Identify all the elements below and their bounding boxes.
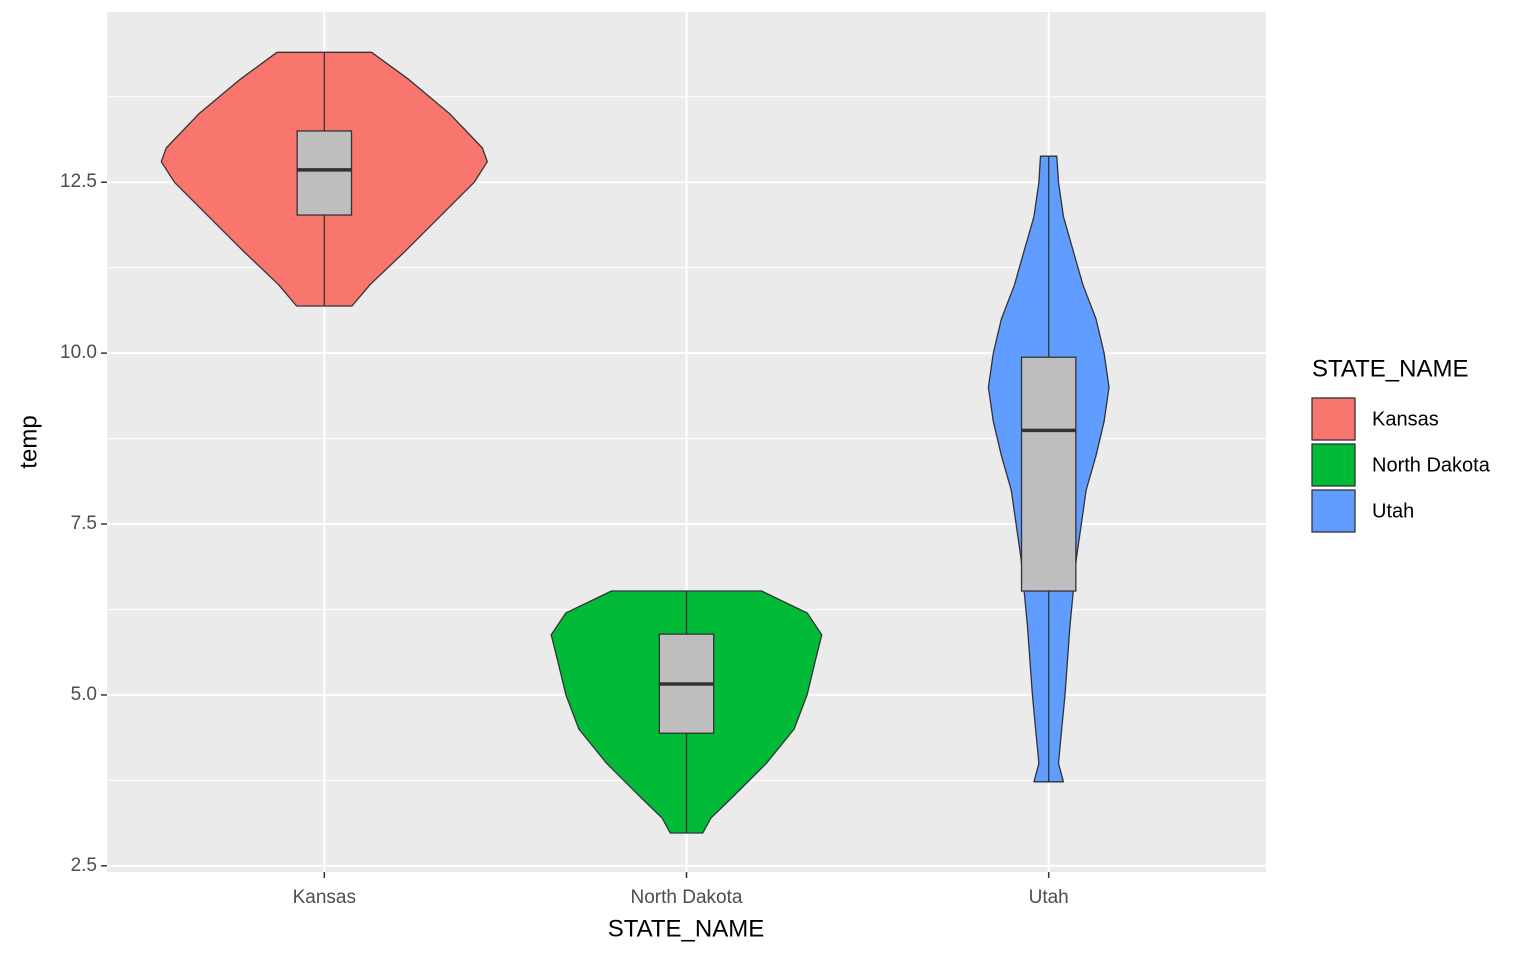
x-tick-label: Kansas [293,887,356,908]
x-tick-label: North Dakota [631,887,743,908]
y-tick-label: 2.5 [71,855,97,876]
x-axis-title: STATE_NAME [608,915,764,942]
legend-label: North Dakota [1372,454,1491,476]
legend-key [1311,489,1356,533]
legend-label: Kansas [1372,408,1439,430]
y-tick-label: 7.5 [71,513,97,534]
legend-label: Utah [1372,500,1414,522]
legend-title: STATE_NAME [1312,355,1468,382]
x-tick-label: Utah [1029,887,1069,908]
legend-key [1311,397,1356,441]
y-axis-title: temp [15,415,42,468]
y-tick-label: 5.0 [71,684,97,705]
box [1020,356,1077,592]
y-tick-label: 12.5 [60,171,97,192]
box [296,130,353,216]
legend-key [1311,443,1356,487]
y-tick-label: 10.0 [60,342,97,363]
